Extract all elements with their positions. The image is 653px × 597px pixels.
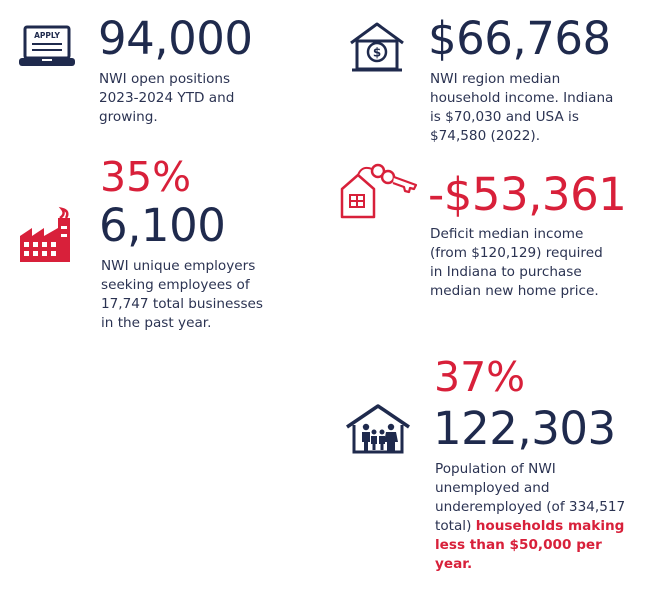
unemployed-value: 122,303 — [433, 402, 616, 455]
employers-description: NWI unique employers seeking employees o… — [101, 258, 263, 331]
employers-percent: 35% — [100, 153, 192, 201]
income-deficit-description: Deficit median income (from $120,129) re… — [430, 226, 603, 299]
open-positions-description: NWI open positions 2023-2024 YTD and gro… — [99, 71, 235, 125]
median-income-description: NWI region median household income. Indi… — [430, 71, 614, 144]
house-key-icon — [336, 163, 420, 223]
income-deficit-value: -$53,361 — [428, 168, 627, 221]
unemployed-description-text: Population of NWI unemployed and underem… — [435, 461, 626, 534]
laptop-apply-icon: APPLY — [18, 24, 76, 70]
median-income-value: $66,768 — [428, 12, 611, 65]
house-dollar-icon: $ — [347, 21, 407, 73]
open-positions-value: 94,000 — [98, 12, 253, 65]
factory-icon — [18, 206, 76, 264]
unemployed-description: Population of NWI unemployed and underem… — [435, 460, 630, 574]
apply-icon-label: APPLY — [34, 31, 60, 40]
svg-text:$: $ — [373, 46, 381, 60]
employers-value: 6,100 — [99, 199, 226, 252]
unemployed-description-highlight: households making less than $50,000 per … — [435, 518, 625, 572]
house-family-icon — [344, 403, 412, 455]
unemployed-percent: 37% — [434, 353, 526, 401]
